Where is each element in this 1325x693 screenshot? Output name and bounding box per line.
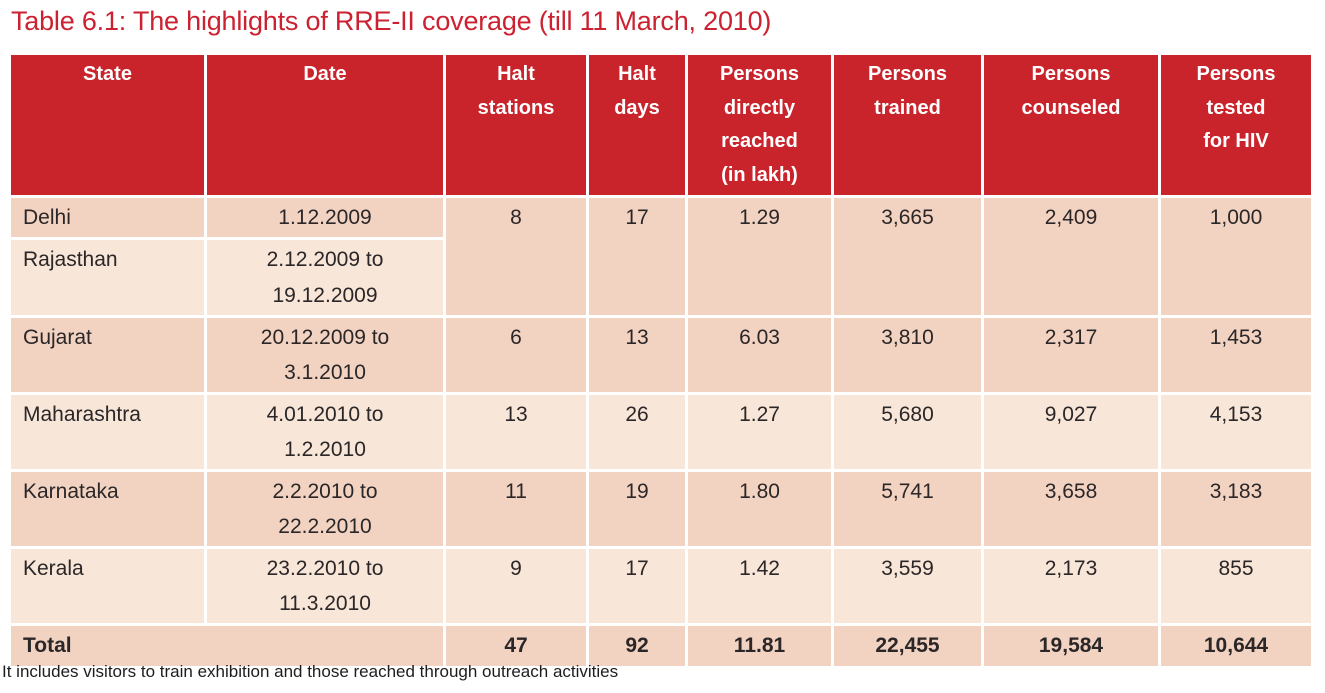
halt-stations-cell: 47 [446, 626, 586, 667]
date-cell: 2.12.2009 to 19.12.2009 [207, 240, 443, 315]
halt-days-cell: 17 [589, 548, 685, 624]
row-rajasthan: Rajasthan 2.12.2009 to 19.12.2009 [11, 240, 1311, 315]
persons-reached-cell: 6.03 [688, 317, 831, 392]
column-header-persons-reached: Persons directly reached (in lakh) [688, 55, 831, 196]
row-maharashtra: Maharashtra 4.01.2010 to 1.2.2010 13 26 … [11, 394, 1311, 469]
persons-reached-cell: 1.42 [688, 548, 831, 624]
persons-counseled-cell: 9,027 [984, 394, 1158, 469]
persons-tested-cell: 10,644 [1161, 626, 1311, 667]
date-cell: 23.2.2010 to 11.3.2010 [207, 548, 443, 624]
column-header-persons-trained: Persons trained [834, 55, 981, 196]
state-cell: Maharashtra [11, 394, 204, 469]
date-cell: 20.12.2009 to 3.1.2010 [207, 317, 443, 392]
persons-tested-cell: 4,153 [1161, 394, 1311, 469]
column-header-state: State [11, 55, 204, 196]
halt-days-cell: 92 [589, 626, 685, 667]
date-cell: 2.2.2010 to 22.2.2010 [207, 471, 443, 546]
halt-days-cell: 19 [589, 471, 685, 546]
column-header-date: Date [207, 55, 443, 196]
persons-counseled-cell: 2,173 [984, 548, 1158, 624]
persons-tested-cell: 855 [1161, 548, 1311, 624]
state-cell: Kerala [11, 548, 204, 624]
persons-reached-cell: 1.80 [688, 471, 831, 546]
persons-counseled-cell: 2,409 [984, 198, 1158, 315]
persons-tested-cell: 1,453 [1161, 317, 1311, 392]
row-total: Total 47 92 11.81 22,455 19,584 10,644 [11, 626, 1311, 667]
halt-stations-cell: 13 [446, 394, 586, 469]
rre-coverage-table: State Date Halt stations Halt days Perso… [8, 52, 1314, 669]
date-cell: 1.12.2009 [207, 198, 443, 238]
halt-days-cell: 26 [589, 394, 685, 469]
column-header-persons-counseled: Persons counseled [984, 55, 1158, 196]
persons-trained-cell: 5,741 [834, 471, 981, 546]
column-header-halt-days: Halt days [589, 55, 685, 196]
state-cell: Delhi [11, 198, 204, 238]
persons-trained-cell: 3,810 [834, 317, 981, 392]
state-cell: Gujarat [11, 317, 204, 392]
persons-trained-cell: 5,680 [834, 394, 981, 469]
table-body: Delhi 1.12.2009 8 17 1.29 3,665 2,409 1,… [11, 198, 1311, 667]
state-cell: Karnataka [11, 471, 204, 546]
halt-stations-cell: 6 [446, 317, 586, 392]
persons-reached-cell: 1.29 [688, 198, 831, 315]
date-cell: 4.01.2010 to 1.2.2010 [207, 394, 443, 469]
table-footnote: It includes visitors to train exhibition… [2, 662, 619, 681]
total-label-cell: Total [11, 626, 443, 667]
halt-stations-cell: 9 [446, 548, 586, 624]
row-delhi: Delhi 1.12.2009 8 17 1.29 3,665 2,409 1,… [11, 198, 1311, 315]
row-karnataka: Karnataka 2.2.2010 to 22.2.2010 11 19 1.… [11, 471, 1311, 546]
persons-tested-cell: 3,183 [1161, 471, 1311, 546]
persons-trained-cell: 22,455 [834, 626, 981, 667]
halt-stations-cell: 11 [446, 471, 586, 546]
column-header-persons-tested: Persons tested for HIV [1161, 55, 1311, 196]
halt-days-cell: 17 [589, 198, 685, 315]
header-row: State Date Halt stations Halt days Perso… [11, 55, 1311, 196]
halt-days-cell: 13 [589, 317, 685, 392]
halt-stations-cell: 8 [446, 198, 586, 315]
state-cell: Rajasthan [11, 240, 204, 315]
persons-reached-cell: 11.81 [688, 626, 831, 667]
persons-counseled-cell: 2,317 [984, 317, 1158, 392]
table-header: State Date Halt stations Halt days Perso… [11, 55, 1311, 196]
persons-tested-cell: 1,000 [1161, 198, 1311, 315]
persons-reached-cell: 1.27 [688, 394, 831, 469]
row-kerala: Kerala 23.2.2010 to 11.3.2010 9 17 1.42 … [11, 548, 1311, 624]
persons-trained-cell: 3,559 [834, 548, 981, 624]
persons-counseled-cell: 19,584 [984, 626, 1158, 667]
persons-trained-cell: 3,665 [834, 198, 981, 315]
table-title: Table 6.1: The highlights of RRE-II cove… [11, 6, 772, 36]
column-header-halt-stations: Halt stations [446, 55, 586, 196]
persons-counseled-cell: 3,658 [984, 471, 1158, 546]
row-gujarat: Gujarat 20.12.2009 to 3.1.2010 6 13 6.03… [11, 317, 1311, 392]
